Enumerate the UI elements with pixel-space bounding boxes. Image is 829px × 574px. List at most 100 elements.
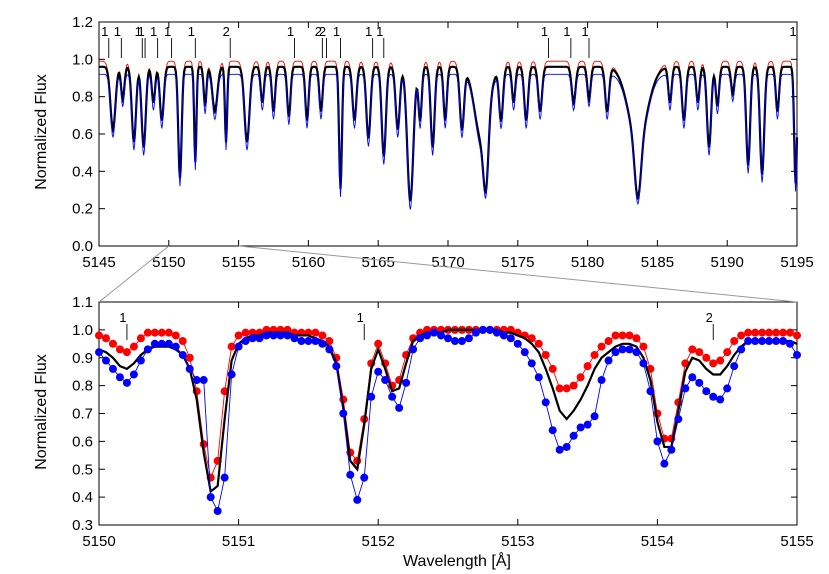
bottom-series-point-2: [185, 364, 194, 373]
top-x-tick-label: 5155: [222, 254, 255, 271]
top-plot-frame: [98, 21, 798, 247]
bottom-series-point-2: [255, 334, 264, 343]
top-y-tick-label: 0.2: [72, 201, 93, 218]
bottom-series-point-2: [227, 370, 236, 379]
bottom-series-point-2: [318, 339, 327, 348]
bottom-series-point-0: [185, 353, 194, 362]
bottom-series-point-0: [541, 350, 550, 359]
top-y-axis-label: Normalized Flux: [33, 74, 50, 190]
x-axis-label: Wavelength [Å]: [403, 551, 511, 570]
bottom-series-point-2: [95, 348, 103, 357]
bottom-series-point-2: [213, 507, 222, 516]
bottom-series-point-2: [758, 337, 767, 346]
top-line-marker-label: 1: [563, 24, 570, 39]
bottom-series-point-2: [178, 350, 187, 359]
bottom-series-point-2: [597, 376, 606, 385]
bottom-series-point-2: [171, 342, 180, 351]
zoom-connector-left: [98, 245, 170, 303]
top-x-tick-label: 5175: [501, 254, 534, 271]
bottom-series-point-2: [220, 473, 229, 482]
top-x-tick-label: 5145: [82, 254, 115, 271]
bottom-series-point-0: [688, 345, 697, 354]
bottom-series-point-2: [646, 387, 655, 396]
bottom-series-point-0: [786, 328, 795, 337]
bottom-series-point-2: [667, 445, 676, 454]
bottom-series-point-2: [702, 387, 711, 396]
bottom-line-marker-label: 1: [119, 310, 126, 325]
bottom-series-point-2: [157, 339, 166, 348]
bottom-series-point-2: [513, 339, 522, 348]
bottom-series-point-2: [471, 328, 480, 337]
bottom-series-point-0: [611, 331, 620, 340]
bottom-series-point-2: [520, 348, 529, 357]
bottom-series-point-0: [737, 331, 746, 340]
bottom-series-point-0: [765, 328, 774, 337]
bottom-x-tick-label: 5153: [501, 533, 534, 550]
bottom-series-point-0: [164, 328, 173, 337]
top-line-marker-label: 2: [223, 24, 230, 39]
bottom-series-point-2: [290, 334, 299, 343]
bottom-series-point-2: [136, 356, 145, 365]
top-line-marker-label: 1: [188, 24, 195, 39]
bottom-series-point-0: [597, 342, 606, 351]
top-x-tick-label: 5190: [711, 254, 744, 271]
top-line-marker-label: 1: [287, 24, 294, 39]
bottom-series-point-2: [632, 348, 641, 357]
bottom-series-point-0: [576, 373, 585, 382]
top-y-tick-label: 0.0: [72, 238, 93, 255]
bottom-series-point-2: [199, 376, 208, 385]
bottom-series-point-0: [779, 328, 788, 337]
bottom-series-point-0: [569, 381, 578, 390]
bottom-series-point-0: [136, 334, 145, 343]
bottom-series-point-2: [360, 473, 369, 482]
top-x-tick-label: 5160: [292, 254, 325, 271]
bottom-series-point-0: [374, 339, 383, 348]
bottom-y-tick-label: 1.1: [72, 294, 93, 311]
bottom-series-point-2: [555, 445, 564, 454]
bottom-series-point-2: [681, 384, 690, 393]
bottom-series-point-0: [115, 345, 124, 354]
bottom-series-point-0: [716, 356, 725, 365]
bottom-series-point-2: [751, 337, 760, 346]
bottom-series-point-0: [171, 331, 180, 340]
bottom-series-point-2: [464, 334, 473, 343]
bottom-series-point-2: [262, 331, 271, 340]
top-line-marker-label: 1: [333, 24, 340, 39]
bottom-series-point-0: [234, 331, 243, 340]
bottom-series-point-0: [583, 362, 592, 371]
top-line-marker-label: 1: [114, 24, 121, 39]
top-line-marker-label: 1: [150, 24, 157, 39]
bottom-series-point-0: [157, 328, 166, 337]
bottom-series-point-0: [95, 331, 103, 340]
bottom-series-point-2: [248, 334, 257, 343]
top-y-tick-label: 1.2: [72, 14, 93, 31]
bottom-zoom-panel: Normalized Flux Wavelength [Å] 0.3 0.4 0.5…: [33, 294, 814, 570]
bottom-y-tick-label: 1.0: [72, 322, 93, 339]
bottom-series-point-2: [381, 376, 390, 385]
zoom-connector-right: [238, 245, 798, 303]
bottom-series-point-0: [311, 328, 320, 337]
bottom-y-tick-label: 0.8: [72, 378, 93, 395]
bottom-series-point-2: [283, 331, 292, 340]
bottom-y-tick-label: 0.9: [72, 350, 93, 367]
top-line-marker-label: 1: [541, 24, 548, 39]
bottom-series-point-2: [772, 337, 781, 346]
bottom-series-point-0: [702, 353, 711, 362]
bottom-series-point-2: [576, 423, 585, 432]
bottom-series-point-0: [751, 328, 760, 337]
bottom-series-point-0: [325, 337, 334, 346]
bottom-series-point-2: [611, 348, 620, 357]
bottom-series-point-2: [129, 370, 138, 379]
bottom-series-point-0: [143, 328, 152, 337]
bottom-series-point-2: [297, 337, 306, 346]
bottom-series-point-0: [534, 339, 543, 348]
bottom-series-point-2: [122, 378, 131, 387]
bottom-series-point-2: [548, 426, 557, 435]
bottom-series-point-2: [590, 412, 599, 421]
bottom-series-point-2: [150, 339, 159, 348]
bottom-series-point-2: [793, 350, 801, 359]
bottom-series-point-2: [192, 376, 201, 385]
bottom-series-point-2: [450, 337, 459, 346]
top-y-tick-label: 1.0: [72, 51, 93, 68]
top-series-line-1: [99, 65, 799, 202]
